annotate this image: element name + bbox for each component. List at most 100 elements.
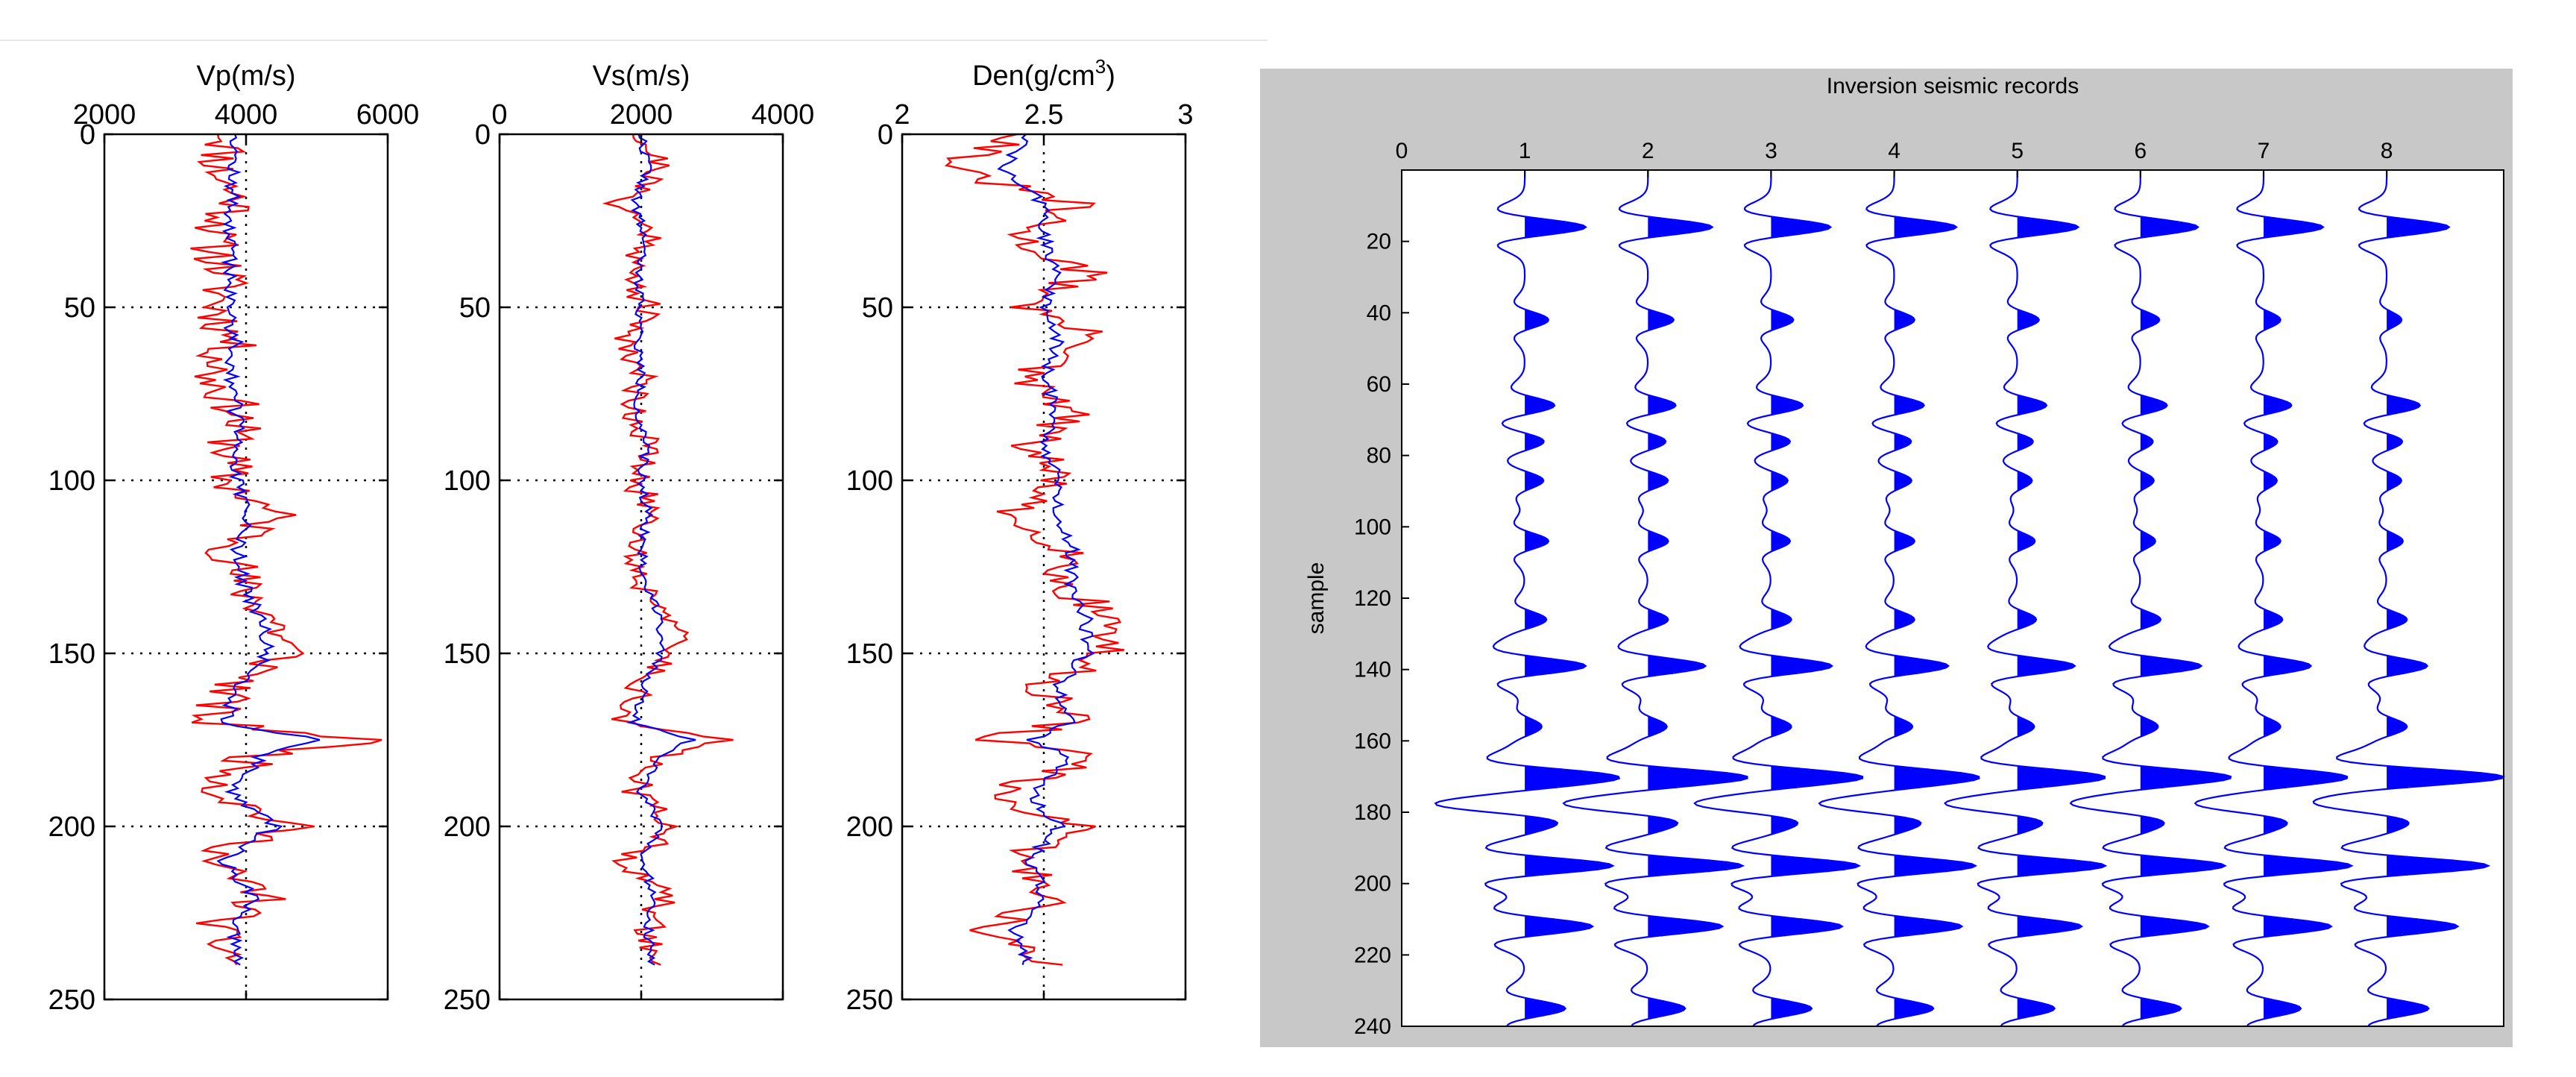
vs-y-ticks: 0 50 100 150 200 250 [444,119,783,1016]
vs-title: Vs(m/s) [593,60,690,92]
seismic-trace-line [1434,170,1621,1027]
den-y-tick-label: 250 [846,985,893,1016]
vp-grid [104,134,388,999]
vp-series-blue [216,134,321,966]
den-y-ticks: 0 50 100 150 200 250 [846,119,1185,1016]
seismic-y-tick-label: 140 [1354,658,1391,682]
vp-y-tick-label: 100 [48,465,95,497]
vp-y-tick-label: 150 [48,638,95,670]
vp-y-tick-label: 50 [64,292,95,324]
vs-y-tick-label: 150 [444,638,491,670]
vs-y-tick-label: 0 [475,119,491,151]
seismic-x-ticks: 0 1 2 3 4 5 6 7 8 [1396,139,2393,178]
vs-series-blue [626,134,696,966]
vs-x-tick-label: 0 [491,99,507,131]
vp-y-tick-label: 0 [80,119,95,151]
den-y-tick-label: 200 [846,811,893,843]
seismic-trace-line [2194,170,2354,1027]
vs-x-tick-label: 2000 [610,99,673,131]
seismic-y-tick-label: 100 [1354,515,1391,539]
vp-y-ticks: 0 50 100 150 200 250 [48,119,388,1016]
den-title-main: Den(g/cm [972,60,1095,92]
seismic-y-tick-label: 200 [1354,872,1391,897]
den-y-tick-label: 0 [878,119,893,151]
vp-x-tick-label: 4000 [215,99,278,131]
seismic-trace-line [1818,170,1980,1027]
vp-series [190,134,382,966]
vs-x-ticks: 0 2000 4000 [491,99,814,999]
den-x-tick-label: 2 [894,99,910,131]
seismic-trace-7 [2194,170,2354,1027]
seismic-trace-line [2069,170,2232,1027]
seismic-y-tick-label: 60 [1367,372,1391,397]
seismic-title: Inversion seismic records [1827,74,2079,98]
seismic-trace-fill [1771,217,1862,1019]
seismic-trace-2 [1562,170,1748,1027]
seismic-x-tick-label: 2 [1642,139,1654,163]
vp-title: Vp(m/s) [197,60,296,92]
vp-y-tick-label: 250 [48,985,95,1016]
seismic-y-ticks: 20 40 60 80 100 120 140 160 180 200 220 240 [1354,230,1409,1039]
seismic-x-tick-label: 5 [2011,139,2024,163]
den-x-tick-label: 3 [1177,99,1193,131]
seismic-trace-8 [2312,170,2505,1027]
seismic-y-tick-label: 180 [1354,800,1391,825]
den-series-red [944,133,1125,966]
den-title-close: ) [1106,60,1115,92]
seismic-trace-3 [1693,170,1864,1027]
vp-x-tick-label: 2000 [73,99,136,131]
seismic-traces [1434,170,2505,1027]
vs-series [602,134,734,966]
vs-x-tick-label: 4000 [752,99,815,131]
vp-x-tick-label: 6000 [356,99,420,131]
den-grid [902,134,1185,999]
seismic-y-tick-label: 20 [1367,230,1391,254]
seismic-y-tick-label: 240 [1354,1014,1391,1039]
seismic-trace-1 [1434,170,1621,1027]
seismic-trace-5 [1943,170,2108,1027]
den-title: Den(g/cm3) [972,55,1115,92]
vs-y-tick-label: 50 [459,292,491,324]
den-series [944,133,1125,966]
seismic-x-tick-label: 4 [1888,139,1900,163]
den-x-ticks: 2 2.5 3 [894,99,1194,999]
vs-y-tick-label: 100 [444,465,491,497]
seismic-trace-line [1943,170,2108,1027]
seismic-trace-fill [1894,217,1980,1019]
seismic-x-tick-label: 8 [2381,139,2393,163]
seismic-y-label: sample [1304,562,1329,635]
vp-series-red [190,134,382,966]
vp-x-ticks: 2000 4000 6000 [73,99,420,999]
seismic-y-tick-label: 80 [1367,444,1391,468]
seismic-y-tick-label: 160 [1354,729,1391,753]
seismic-x-tick-label: 6 [2134,139,2147,163]
seismic-trace-6 [2069,170,2232,1027]
vp-y-tick-label: 200 [48,811,95,843]
seismic-x-tick-label: 0 [1396,139,1408,163]
seismic-y-tick-label: 40 [1367,301,1391,325]
seismic-trace-line [2312,170,2505,1027]
den-y-tick-label: 50 [862,292,893,324]
seismic-y-tick-label: 220 [1354,943,1391,967]
den-x-tick-label: 2.5 [1024,99,1064,131]
den-y-tick-label: 100 [846,465,893,497]
seismic-trace-fill [2387,217,2504,1019]
seismic-trace-fill [1525,217,1619,1019]
seismic-trace-4 [1818,170,1980,1027]
den-y-tick-label: 150 [846,638,893,670]
seismic-plot-area [1402,170,2504,1026]
vs-series-red [602,134,734,966]
seismic-trace-fill [2140,217,2231,1019]
seismic-x-tick-label: 1 [1519,139,1531,163]
vs-y-tick-label: 200 [444,811,491,843]
seismic-trace-line [1693,170,1864,1027]
seismic-x-tick-label: 3 [1765,139,1777,163]
seismic-trace-fill [1648,217,1748,1019]
den-title-superscript: 3 [1095,55,1106,78]
seismic-trace-line [1562,170,1748,1027]
vs-y-tick-label: 250 [444,985,491,1016]
vp-log-panel: 2000 4000 6000 0 50 100 150 200 250 Vp(m/s) [48,60,420,1016]
seismic-x-tick-label: 7 [2258,139,2270,163]
